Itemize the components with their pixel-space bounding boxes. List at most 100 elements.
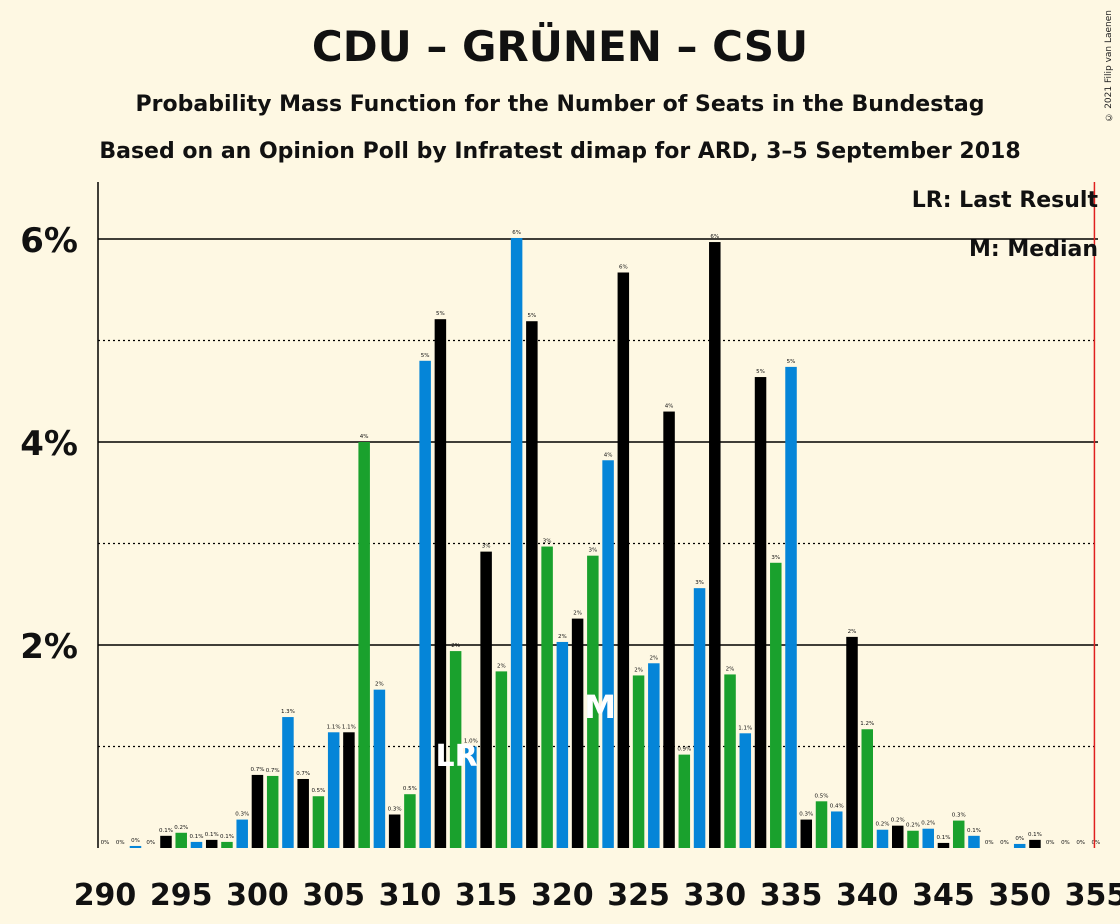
- data-label-seat-309: 0.3%: [388, 807, 402, 813]
- data-label-seat-337: 0.5%: [815, 793, 829, 799]
- x-tick-label: 345: [912, 878, 975, 913]
- bar-seat-305: [327, 732, 340, 848]
- bar-seat-346: [952, 820, 965, 848]
- y-tick-label: 6%: [20, 221, 78, 261]
- data-label-seat-295: 0.2%: [174, 825, 188, 831]
- bar-seat-303: [297, 778, 309, 848]
- data-label-seat-312: 5%: [436, 311, 445, 317]
- data-label-seat-311: 5%: [421, 353, 430, 359]
- bar-seat-297: [205, 839, 218, 848]
- data-label-seat-314: 1.0%: [464, 739, 478, 745]
- bar-seat-320: [556, 641, 569, 848]
- bar-seat-336: [800, 819, 813, 848]
- bar-seat-341: [876, 829, 889, 848]
- bar-seat-337: [815, 801, 828, 848]
- data-label-seat-341: 0.2%: [876, 822, 890, 828]
- data-label-seat-308: 2%: [375, 682, 384, 688]
- bar-seat-327: [663, 411, 675, 848]
- bar-seat-350: [1013, 843, 1026, 848]
- data-label-seat-339: 2%: [848, 629, 857, 635]
- data-label-seat-324: 6%: [619, 264, 628, 270]
- data-label-seat-293: 0%: [146, 840, 155, 846]
- bar-seat-339: [846, 636, 858, 848]
- bar-seat-302: [282, 717, 294, 848]
- bar-seat-308: [373, 689, 386, 848]
- data-label-seat-326: 2%: [649, 655, 658, 661]
- bar-seat-324: [617, 272, 630, 848]
- data-label-seat-335: 5%: [787, 359, 796, 365]
- data-label-seat-354: 0%: [1076, 840, 1085, 846]
- bar-seat-294: [160, 835, 172, 848]
- x-tick-label: 300: [226, 878, 289, 913]
- x-tick-label: 315: [455, 878, 518, 913]
- data-label-seat-294: 0.1%: [159, 828, 173, 834]
- data-label-seat-336: 0.3%: [799, 812, 813, 818]
- bar-seat-310: [404, 794, 416, 848]
- data-label-seat-318: 5%: [527, 313, 536, 319]
- data-label-seat-348: 0%: [985, 840, 994, 846]
- data-label-seat-310: 0.5%: [403, 786, 417, 792]
- data-label-seat-306: 1.1%: [342, 724, 356, 730]
- data-label-seat-328: 0.9%: [677, 747, 691, 753]
- data-label-seat-331: 2%: [726, 666, 735, 672]
- bar-seat-342: [891, 825, 904, 848]
- data-label-seat-347: 0.1%: [967, 828, 981, 834]
- bar-seat-340: [861, 729, 873, 848]
- bar-seat-296: [190, 841, 203, 848]
- bar-seat-322: [587, 555, 599, 848]
- bar-seat-325: [632, 675, 645, 848]
- legend-median: M: Median: [969, 237, 1098, 262]
- data-label-seat-329: 3%: [695, 580, 704, 586]
- bar-seat-298: [221, 841, 233, 848]
- x-tick-label: 305: [302, 878, 365, 913]
- bar-seat-323: [602, 460, 614, 848]
- bar-seat-321: [571, 618, 584, 848]
- bar-seat-335: [785, 366, 797, 848]
- data-label-seat-344: 0.2%: [921, 821, 935, 827]
- data-label-seat-303: 0.7%: [296, 771, 310, 777]
- x-tick-label: 320: [531, 878, 594, 913]
- bar-seat-315: [480, 551, 492, 848]
- data-label-seat-292: 0%: [131, 838, 140, 844]
- bar-seat-330: [709, 242, 721, 849]
- data-label-seat-317: 6%: [512, 230, 521, 236]
- data-label-seat-346: 0.3%: [952, 813, 966, 819]
- data-label-seat-325: 2%: [634, 667, 643, 673]
- bar-seat-351: [1029, 839, 1041, 848]
- bar-seat-338: [831, 811, 843, 848]
- bar-seat-312: [434, 319, 447, 848]
- data-label-seat-327: 4%: [665, 404, 674, 410]
- data-label-seat-296: 0.1%: [189, 834, 203, 840]
- data-label-seat-305: 1.1%: [327, 724, 341, 730]
- bar-seat-309: [388, 814, 401, 848]
- bar-seat-292: [129, 845, 142, 848]
- bar-seat-301: [266, 775, 279, 848]
- copyright-note: © 2021 Filip van Laenen: [1104, 10, 1114, 122]
- bar-seat-333: [754, 377, 767, 848]
- data-label-seat-345: 0.1%: [936, 835, 950, 841]
- bar-seat-332: [739, 733, 752, 848]
- data-label-seat-330: 6%: [710, 234, 719, 240]
- data-label-seat-319: 3%: [543, 539, 552, 545]
- chart-title: CDU – GRÜNEN – CSU: [311, 22, 809, 71]
- x-tick-label: 355: [1065, 878, 1120, 913]
- x-tick-label: 335: [760, 878, 823, 913]
- bar-seat-306: [343, 732, 355, 848]
- data-label-seat-290: 0%: [101, 840, 110, 846]
- bar-seat-316: [495, 671, 508, 848]
- x-tick-label: 340: [836, 878, 899, 913]
- bar-seat-319: [541, 546, 553, 848]
- bar-seat-304: [312, 796, 325, 848]
- x-tick-label: 310: [379, 878, 442, 913]
- x-tick-label: 295: [150, 878, 213, 913]
- bar-seat-313: [449, 651, 462, 848]
- data-label-seat-332: 1.1%: [738, 725, 752, 731]
- data-label-seat-338: 0.4%: [830, 803, 844, 809]
- data-label-seat-313: 2%: [451, 643, 460, 649]
- bar-seat-307: [358, 442, 370, 848]
- bar-seat-318: [526, 321, 538, 849]
- data-label-seat-351: 0.1%: [1028, 832, 1042, 838]
- data-label-seat-343: 0.2%: [906, 823, 920, 829]
- y-tick-label: 4%: [20, 424, 78, 464]
